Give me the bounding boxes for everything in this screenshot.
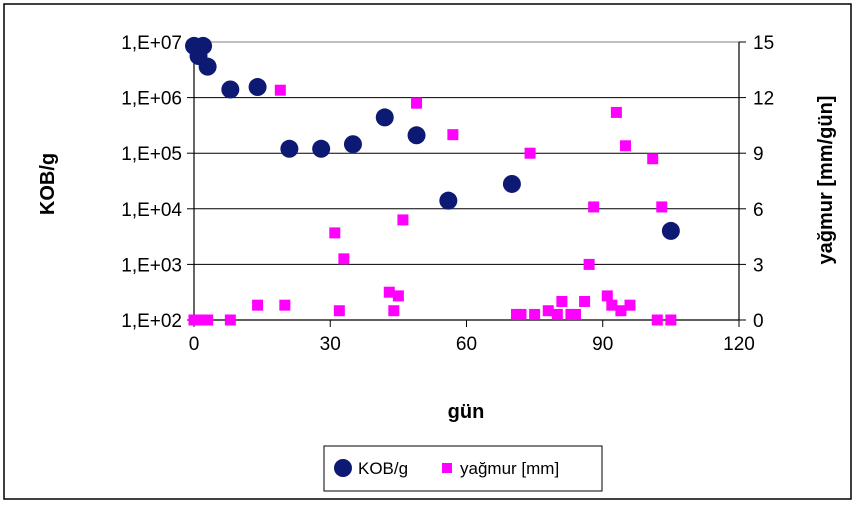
yagmur-data-point [665, 314, 677, 326]
y-axis-title: KOB/g [37, 153, 59, 215]
x-tick-label: 60 [456, 334, 477, 355]
yagmur-data-point [202, 314, 214, 326]
yagmur-data-point [338, 253, 350, 265]
yagmur-data-point [651, 314, 663, 326]
yagmur-data-point [656, 201, 668, 213]
kob-data-point [661, 221, 680, 240]
y2-tick-label: 3 [753, 255, 764, 276]
y-tick-label: 1,E+02 [121, 311, 182, 332]
yagmur-data-point [647, 153, 659, 165]
yagmur-data-point [579, 295, 591, 307]
y-tick-label: 1,E+03 [121, 255, 182, 276]
yagmur-data-point [447, 129, 459, 141]
x-axis-title: gün [448, 401, 485, 423]
y2-tick-label: 12 [753, 89, 774, 110]
x-tick-label: 90 [592, 334, 613, 355]
y-tick-label: 1,E+07 [121, 33, 182, 54]
yagmur-data-point [583, 258, 595, 270]
yagmur-data-point [329, 227, 341, 239]
yagmur-data-point [524, 147, 536, 159]
yagmur-data-point [588, 201, 600, 213]
yagmur-data-point [392, 290, 404, 302]
yagmur-data-point [619, 140, 631, 152]
yagmur-data-point [615, 305, 627, 317]
legend-label-yagmur: yağmur [mm] [460, 459, 559, 478]
yagmur-data-point [551, 308, 563, 320]
kob-data-point [375, 108, 394, 127]
chart-area-border [3, 3, 852, 500]
axes [187, 41, 746, 327]
yagmur-data-point [606, 299, 618, 311]
legend-marker-kob [334, 459, 352, 477]
yagmur-data-point [397, 214, 409, 226]
x-tick-label: 120 [723, 334, 755, 355]
yagmur-data-point [224, 314, 236, 326]
kob-data-point [280, 139, 299, 158]
data-points [185, 36, 680, 326]
y-tick-label: 1,E+06 [121, 89, 182, 110]
kob-data-point [439, 191, 458, 210]
yagmur-data-point [252, 299, 264, 311]
x-tick-label: 30 [320, 334, 341, 355]
y2-tick-label: 0 [753, 311, 764, 332]
yagmur-data-point [601, 290, 613, 302]
kob-data-point [343, 135, 362, 154]
yagmur-data-point [610, 106, 622, 118]
kob-data-point [194, 36, 213, 55]
kob-data-point [198, 57, 217, 76]
yagmur-data-point [274, 84, 286, 96]
kob-data-point [502, 174, 521, 193]
yagmur-data-point [556, 295, 568, 307]
yagmur-data-point [542, 305, 554, 317]
y-tick-label: 1,E+04 [121, 200, 182, 221]
yagmur-data-point [388, 305, 400, 317]
yagmur-data-point [333, 305, 345, 317]
yagmur-data-point [624, 299, 636, 311]
kob-data-point [312, 139, 331, 158]
y2-tick-label: 6 [753, 200, 764, 221]
legend: KOB/g yağmur [mm] [323, 445, 603, 492]
y2-tick-label: 9 [753, 144, 764, 165]
legend-marker-yagmur [442, 463, 452, 473]
kob-data-point [221, 80, 240, 99]
yagmur-data-point [383, 286, 395, 298]
tick-labels: 1,E+02 1,E+03 1,E+04 1,E+05 1,E+06 1,E+07 0 3 6 9… [121, 33, 774, 355]
legend-box [323, 445, 603, 492]
legend-label-kob: KOB/g [358, 459, 408, 478]
kob-data-point [248, 78, 267, 97]
y2-tick-label: 15 [753, 33, 774, 54]
yagmur-data-point [279, 299, 291, 311]
yagmur-data-point [529, 308, 541, 320]
yagmur-data-point [515, 308, 527, 320]
kob-data-point [407, 126, 426, 145]
y-tick-label: 1,E+05 [121, 144, 182, 165]
x-tick-label: 0 [189, 334, 200, 355]
yagmur-data-point [570, 308, 581, 320]
yagmur-data-point [411, 97, 423, 109]
y2-axis-title: yağmur [mm/gün] [815, 96, 837, 265]
